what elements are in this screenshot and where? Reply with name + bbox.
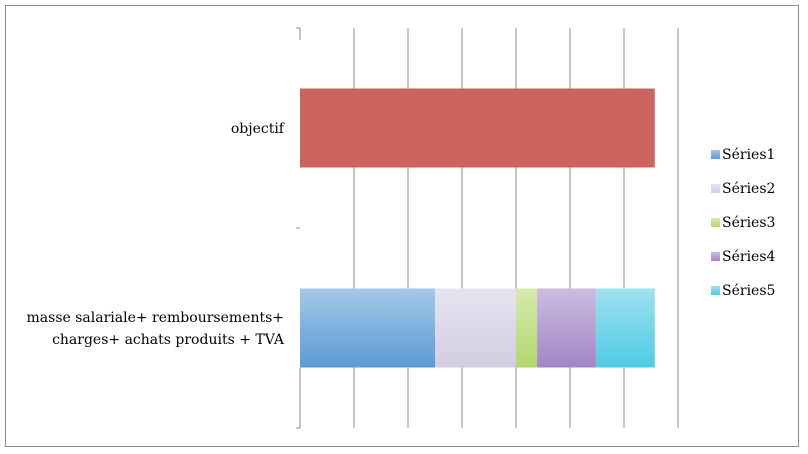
legend-label: Séries2 (722, 181, 775, 197)
bar-segment (300, 288, 435, 368)
bar-segment (516, 288, 538, 368)
legend-swatch (711, 218, 720, 227)
bar-segment (435, 288, 516, 368)
chart-frame (5, 5, 799, 447)
legend-label: Séries3 (722, 215, 775, 231)
category-label: masse salariale+ remboursements+ (27, 310, 284, 326)
legend-label: Séries5 (722, 283, 775, 299)
legend-label: Séries4 (722, 249, 776, 265)
bar-segment (300, 88, 655, 168)
category-label: charges+ achats produits + TVA (52, 332, 285, 348)
legend-swatch (711, 184, 720, 193)
legend-swatch (711, 150, 720, 159)
legend-swatch (711, 252, 720, 261)
bar-segment (595, 288, 655, 368)
legend-swatch (711, 286, 720, 295)
category-label: objectif (231, 121, 286, 137)
bar-segment (537, 288, 596, 368)
legend-label: Séries1 (722, 147, 775, 163)
